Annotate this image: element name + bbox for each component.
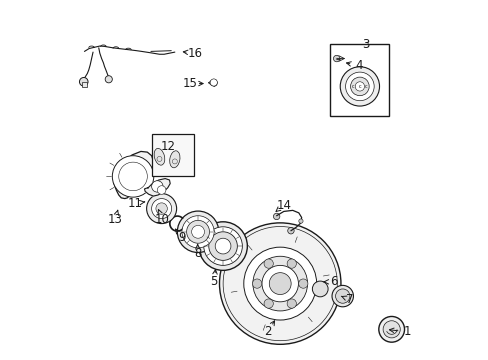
Circle shape bbox=[286, 259, 296, 268]
Circle shape bbox=[298, 219, 303, 223]
Circle shape bbox=[335, 289, 349, 303]
Text: c: c bbox=[358, 84, 361, 89]
Bar bbox=[81, 82, 86, 87]
Text: 8: 8 bbox=[194, 247, 202, 260]
Circle shape bbox=[354, 82, 364, 91]
Text: 5: 5 bbox=[210, 275, 217, 288]
Text: 4: 4 bbox=[354, 59, 362, 72]
Circle shape bbox=[151, 181, 163, 192]
Circle shape bbox=[252, 256, 307, 311]
Circle shape bbox=[156, 203, 167, 214]
Polygon shape bbox=[144, 179, 170, 196]
Circle shape bbox=[219, 223, 340, 344]
Text: c: c bbox=[351, 84, 354, 89]
Circle shape bbox=[182, 216, 214, 248]
Text: 6: 6 bbox=[329, 275, 337, 288]
Text: 1: 1 bbox=[403, 325, 410, 338]
Text: 13: 13 bbox=[107, 213, 122, 226]
Circle shape bbox=[331, 285, 353, 307]
Text: 10: 10 bbox=[155, 213, 169, 226]
Bar bbox=[329, 44, 388, 116]
Circle shape bbox=[208, 232, 237, 260]
Circle shape bbox=[287, 228, 294, 234]
Circle shape bbox=[210, 79, 217, 86]
Circle shape bbox=[312, 281, 327, 297]
Circle shape bbox=[252, 279, 261, 288]
Circle shape bbox=[378, 316, 404, 342]
Ellipse shape bbox=[154, 148, 164, 165]
Circle shape bbox=[264, 299, 273, 308]
Text: 2: 2 bbox=[264, 325, 271, 338]
Circle shape bbox=[244, 247, 316, 320]
Circle shape bbox=[177, 211, 218, 252]
Text: c: c bbox=[364, 84, 367, 89]
Circle shape bbox=[215, 238, 230, 254]
Circle shape bbox=[298, 279, 307, 288]
Text: 3: 3 bbox=[362, 38, 369, 51]
Text: 15: 15 bbox=[183, 77, 197, 90]
Polygon shape bbox=[208, 79, 217, 86]
Circle shape bbox=[350, 77, 368, 96]
Text: 16: 16 bbox=[187, 47, 203, 60]
Text: 14: 14 bbox=[276, 198, 291, 212]
Circle shape bbox=[262, 265, 298, 302]
Text: 7: 7 bbox=[346, 293, 353, 306]
Circle shape bbox=[191, 225, 204, 238]
Text: 9: 9 bbox=[178, 231, 185, 244]
Circle shape bbox=[198, 222, 247, 270]
Circle shape bbox=[345, 72, 373, 101]
Circle shape bbox=[105, 76, 112, 83]
Circle shape bbox=[186, 220, 209, 243]
Circle shape bbox=[382, 321, 400, 338]
Circle shape bbox=[264, 259, 273, 268]
Text: 11: 11 bbox=[128, 197, 143, 210]
Circle shape bbox=[340, 67, 379, 106]
Circle shape bbox=[269, 273, 290, 294]
Text: 12: 12 bbox=[160, 140, 175, 153]
Circle shape bbox=[157, 186, 165, 194]
Ellipse shape bbox=[169, 151, 180, 168]
Circle shape bbox=[273, 213, 279, 220]
Circle shape bbox=[286, 299, 296, 308]
Circle shape bbox=[80, 77, 88, 86]
Circle shape bbox=[333, 55, 339, 62]
Circle shape bbox=[203, 227, 242, 265]
Circle shape bbox=[151, 199, 171, 219]
Polygon shape bbox=[114, 152, 153, 199]
Circle shape bbox=[112, 156, 153, 197]
Circle shape bbox=[146, 194, 176, 224]
Bar bbox=[151, 134, 194, 176]
